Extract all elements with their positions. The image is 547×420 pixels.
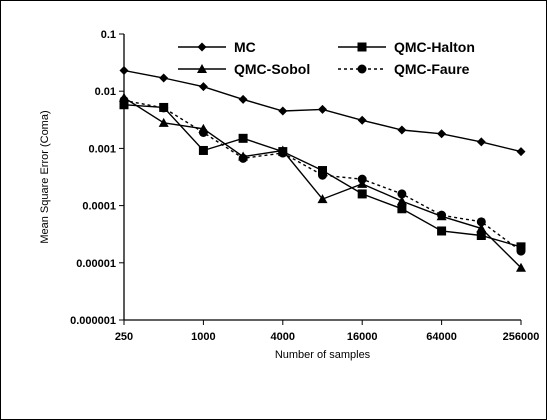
legend-item-qmc-sobol: QMC-Sobol bbox=[178, 61, 310, 77]
square-marker bbox=[238, 133, 248, 143]
legend: MC QMC-Halton QMC-Sobol QMC-Faure bbox=[178, 39, 475, 77]
y-tick-label: 0.000001 bbox=[70, 315, 116, 327]
triangle-marker bbox=[396, 196, 407, 206]
x-ticks: 250 1000 4000 16000 64000 256000 bbox=[115, 320, 540, 343]
x-axis-title: Number of samples bbox=[275, 349, 371, 361]
diamond-marker bbox=[159, 73, 169, 83]
diamond-marker bbox=[238, 94, 248, 104]
square-marker bbox=[318, 166, 327, 176]
circle-marker bbox=[516, 246, 526, 256]
diamond-marker bbox=[198, 82, 208, 92]
x-tick-label: 256000 bbox=[503, 331, 540, 343]
circle-marker bbox=[318, 170, 327, 180]
square-marker bbox=[357, 42, 367, 52]
series-qmc-faure bbox=[119, 95, 526, 256]
x-tick-label: 4000 bbox=[271, 331, 295, 343]
circle-marker bbox=[238, 153, 248, 163]
diamond-marker bbox=[516, 147, 526, 157]
legend-item-qmc-faure: QMC-Faure bbox=[338, 61, 470, 77]
circle-marker bbox=[397, 189, 407, 199]
legend-label: QMC-Sobol bbox=[234, 61, 310, 77]
series-layer bbox=[119, 66, 526, 272]
triangle-marker bbox=[197, 64, 207, 73]
x-tick-label: 1000 bbox=[191, 331, 215, 343]
x-tick-label: 64000 bbox=[426, 331, 457, 343]
circle-marker bbox=[159, 103, 169, 113]
series-qmc-sobol bbox=[119, 92, 526, 272]
square-marker bbox=[476, 231, 486, 241]
series-line-qmc-faure bbox=[123, 99, 522, 252]
triangle-marker bbox=[476, 223, 487, 233]
square-marker bbox=[437, 226, 447, 236]
triangle-marker bbox=[516, 262, 526, 272]
circle-marker bbox=[119, 95, 129, 105]
legend-item-mc: MC bbox=[178, 39, 256, 55]
y-tick-label: 0.01 bbox=[95, 86, 116, 98]
triangle-marker bbox=[317, 194, 328, 204]
circle-marker bbox=[357, 64, 367, 74]
diamond-marker bbox=[278, 106, 288, 116]
square-marker bbox=[357, 189, 367, 199]
diamond-marker bbox=[397, 125, 407, 135]
square-marker bbox=[198, 145, 208, 155]
diamond-marker bbox=[437, 129, 447, 139]
x-tick-label: 250 bbox=[115, 331, 133, 343]
x-tick-label: 16000 bbox=[347, 331, 378, 343]
legend-label: QMC-Faure bbox=[394, 61, 470, 77]
y-tick-label: 0.1 bbox=[101, 29, 116, 41]
circle-marker bbox=[357, 174, 367, 184]
diamond-marker bbox=[197, 42, 207, 52]
square-marker bbox=[397, 204, 407, 214]
series-line-qmc-sobol bbox=[123, 97, 522, 269]
circle-marker bbox=[437, 210, 447, 220]
circle-marker bbox=[198, 127, 208, 137]
triangle-marker bbox=[158, 117, 169, 127]
diamond-marker bbox=[119, 66, 129, 76]
axes bbox=[123, 34, 521, 321]
legend-label: QMC-Halton bbox=[394, 39, 475, 55]
circle-marker bbox=[476, 217, 486, 227]
y-tick-label: 0.0001 bbox=[82, 201, 116, 213]
diamond-marker bbox=[476, 137, 486, 147]
y-tick-label: 0.001 bbox=[88, 143, 116, 155]
legend-item-qmc-halton: QMC-Halton bbox=[338, 39, 475, 55]
diamond-marker bbox=[318, 104, 327, 114]
legend-label: MC bbox=[234, 39, 256, 55]
series-mc bbox=[119, 66, 526, 157]
circle-marker bbox=[278, 148, 288, 158]
y-ticks: 0.000001 0.00001 0.0001 0.001 0.01 0.1 bbox=[70, 29, 124, 327]
y-axis-title: Mean Square Error (Coma) bbox=[39, 110, 51, 243]
diamond-marker bbox=[357, 115, 367, 125]
y-tick-label: 0.00001 bbox=[76, 258, 116, 270]
